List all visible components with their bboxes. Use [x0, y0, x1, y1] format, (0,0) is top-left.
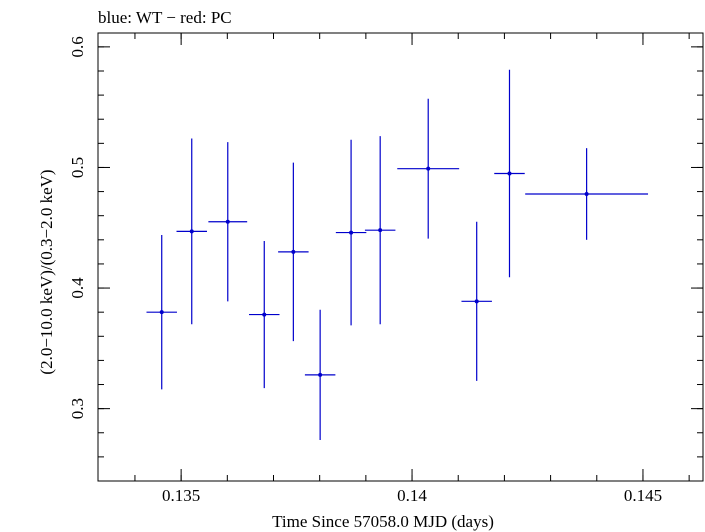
- data-point: [249, 241, 280, 389]
- data-point: [397, 98, 460, 239]
- y-tick-label: 0.5: [68, 157, 87, 178]
- x-tick-labels: 0.135 0.14 0.145: [162, 486, 662, 505]
- y-tick-label: 0.4: [68, 277, 87, 299]
- data-point: [494, 69, 525, 278]
- y-tick-label: 0.3: [68, 398, 87, 419]
- minor-ticks: [98, 33, 703, 482]
- data-marker: [426, 166, 431, 171]
- data-marker: [189, 229, 194, 234]
- data-marker: [225, 219, 230, 224]
- chart-title: blue: WT − red: PC: [98, 8, 232, 27]
- data-marker: [291, 249, 296, 254]
- data-point: [278, 162, 309, 342]
- data-point: [461, 221, 492, 381]
- x-axis-label: Time Since 57058.0 MJD (days): [272, 512, 494, 531]
- y-tick-labels: 0.3 0.4 0.5 0.6: [68, 36, 87, 419]
- major-ticks: [98, 33, 703, 481]
- data-point: [146, 234, 177, 390]
- y-axis-label: (2.0−10.0 keV)/(0.3−2.0 keV): [37, 169, 56, 374]
- data-marker: [318, 372, 323, 377]
- data-marker: [474, 299, 479, 304]
- y-tick-label: 0.6: [68, 36, 87, 57]
- x-tick-label: 0.135: [162, 486, 200, 505]
- data-point: [304, 309, 336, 440]
- data-point: [364, 136, 396, 325]
- data-marker: [262, 312, 267, 317]
- plot-frame: [97, 32, 704, 482]
- x-tick-label: 0.145: [624, 486, 662, 505]
- data-point: [176, 138, 207, 325]
- data-point: [335, 139, 367, 326]
- data-marker: [159, 310, 164, 315]
- data-point: [208, 142, 248, 302]
- data-marker: [349, 230, 354, 235]
- data-marker: [378, 228, 383, 233]
- data-marker: [584, 191, 589, 196]
- data-marker: [507, 171, 512, 176]
- x-tick-label: 0.14: [397, 486, 427, 505]
- data-layer: [146, 69, 649, 440]
- data-point: [525, 148, 649, 240]
